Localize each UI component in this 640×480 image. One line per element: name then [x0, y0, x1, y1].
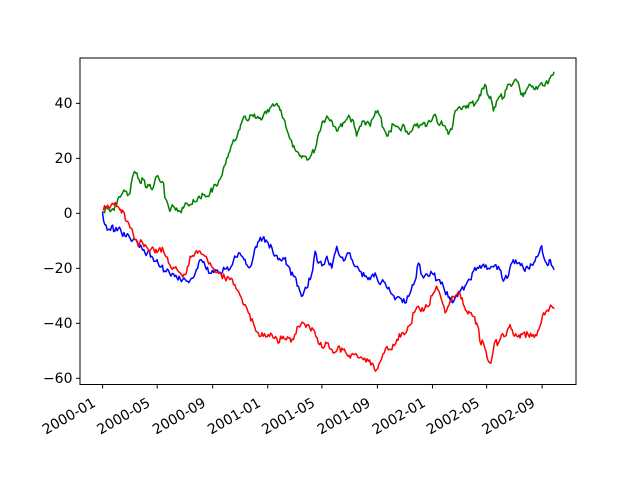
x-tick-label: 2000-09 [150, 395, 209, 438]
x-tick-label: 2002-05 [424, 395, 483, 438]
x-tick-label: 2001-05 [259, 395, 318, 438]
x-tick-label: 2002-01 [370, 395, 429, 438]
x-tick-label: 2002-09 [479, 395, 538, 438]
series-green-line [101, 71, 555, 214]
series-red-line [102, 201, 555, 372]
axes: 2000-012000-052000-092001-012001-052001-… [40, 57, 577, 438]
series-blue-line [101, 212, 555, 304]
x-tick-label: 2000-01 [40, 395, 99, 438]
x-axis: 2000-012000-052000-092001-012001-052001-… [40, 384, 543, 438]
y-tick-label: 20 [55, 151, 73, 167]
y-tick-label: −40 [43, 316, 73, 332]
y-tick-label: 0 [64, 206, 73, 222]
y-tick-label: −20 [43, 261, 73, 277]
x-tick-label: 2001-09 [315, 395, 374, 438]
y-axis: 40 20 0 −20 −40 −60 [43, 96, 80, 387]
plot-border [79, 57, 577, 385]
y-tick-label: 40 [55, 96, 73, 112]
y-tick-label: −60 [43, 371, 73, 387]
x-tick-label: 2001-01 [205, 395, 264, 438]
x-tick-label: 2000-05 [95, 395, 154, 438]
plot-lines [101, 71, 555, 372]
